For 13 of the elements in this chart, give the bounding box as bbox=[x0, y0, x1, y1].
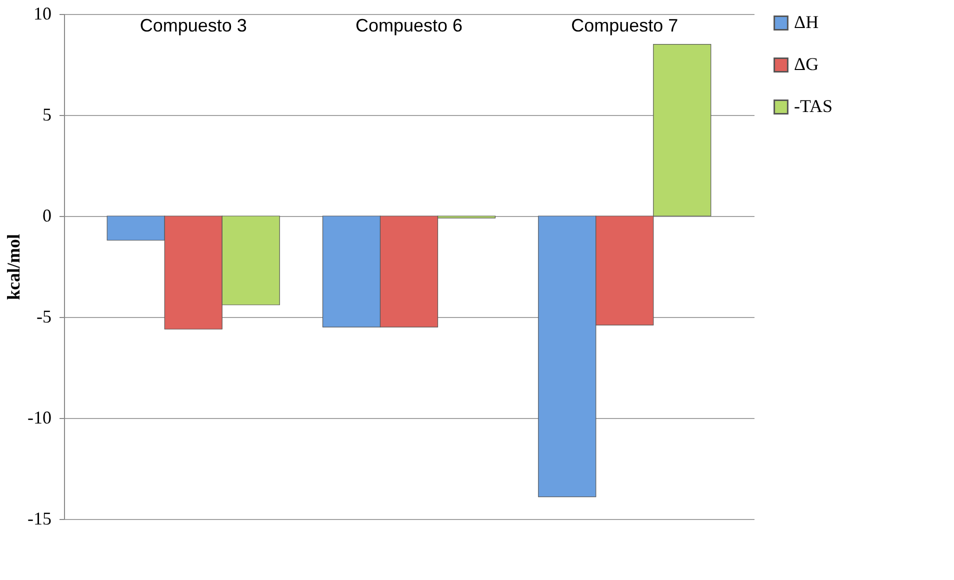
legend-label: -TAS bbox=[794, 96, 833, 116]
x-tick-label: Compuesto 3 bbox=[140, 16, 247, 36]
y-tick-label: 5 bbox=[42, 104, 52, 124]
y-axis-title: kcal/mol bbox=[4, 234, 24, 300]
y-tick-label: -5 bbox=[36, 306, 52, 326]
y-tick-label: 0 bbox=[42, 206, 52, 226]
y-tick-label: 10 bbox=[34, 4, 52, 24]
legend-label: ΔH bbox=[794, 12, 819, 32]
x-tick-label: Compuesto 6 bbox=[355, 16, 463, 36]
x-tick-label: Compuesto 7 bbox=[571, 16, 678, 36]
y-tick-label: -10 bbox=[28, 408, 52, 428]
legend-label: ΔG bbox=[794, 54, 819, 74]
y-tick-label: -15 bbox=[28, 508, 52, 528]
